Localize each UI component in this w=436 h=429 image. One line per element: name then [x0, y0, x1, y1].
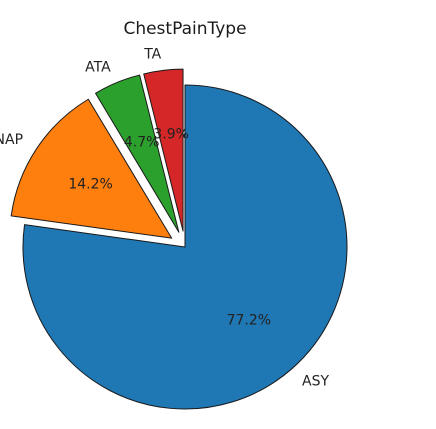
slice-label-ata: ATA [85, 60, 111, 76]
pie-slices [11, 69, 347, 409]
slice-percent-asy: 77.2% [227, 312, 271, 328]
slice-percent-nap: 14.2% [68, 177, 112, 193]
slice-label-nap: NAP [0, 132, 23, 148]
chart-title: ChestPainType [123, 19, 246, 39]
slice-percent-ta: 3.9% [153, 127, 189, 143]
slice-label-ta: TA [143, 46, 161, 62]
slice-label-asy: ASY [302, 373, 329, 389]
